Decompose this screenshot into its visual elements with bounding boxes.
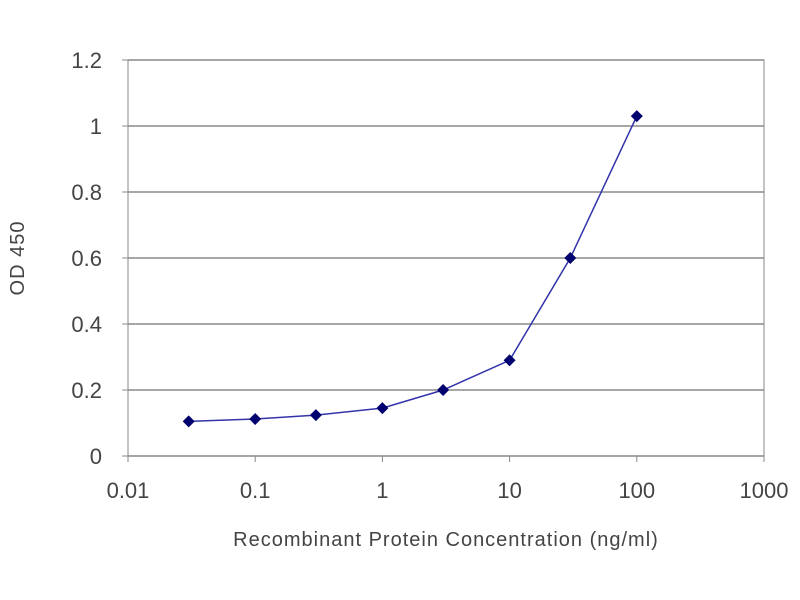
data-point-marker	[309, 409, 322, 422]
y-tick-label: 1.2	[71, 48, 102, 73]
y-tick-label: 0.8	[71, 180, 102, 205]
series-line	[188, 115, 638, 423]
x-tick-labels: 0.01 0.1 1 10 100 1000	[107, 478, 789, 503]
x-tick-label: 1	[376, 478, 388, 503]
data-point-marker	[437, 384, 450, 396]
y-axis-ticks	[122, 59, 128, 457]
series-markers	[182, 110, 643, 428]
y-tick-label: 1	[90, 114, 102, 139]
gridlines	[128, 59, 764, 457]
y-tick-label: 0	[90, 444, 102, 469]
y-axis-title: OD 450	[7, 221, 29, 296]
y-tick-label: 0.2	[71, 378, 102, 403]
y-tick-labels: 0 0.2 0.4 0.6 0.8 1 1.2	[71, 48, 102, 469]
x-axis-title: Recombinant Protein Concentration (ng/ml…	[233, 529, 659, 551]
y-tick-label: 0.4	[71, 312, 102, 337]
data-point-marker	[182, 415, 195, 428]
x-axis-ticks	[127, 456, 765, 462]
data-point-marker	[376, 402, 389, 415]
x-tick-label: 100	[618, 478, 655, 503]
data-point-marker	[249, 413, 262, 426]
x-tick-label: 0.01	[107, 478, 150, 503]
data-point-marker	[630, 110, 643, 123]
x-tick-label: 0.1	[240, 478, 271, 503]
data-point-marker	[503, 354, 516, 367]
y-tick-label: 0.6	[71, 246, 102, 271]
x-tick-label: 1000	[740, 478, 789, 503]
data-point-marker	[564, 252, 577, 264]
x-tick-label: 10	[497, 478, 521, 503]
